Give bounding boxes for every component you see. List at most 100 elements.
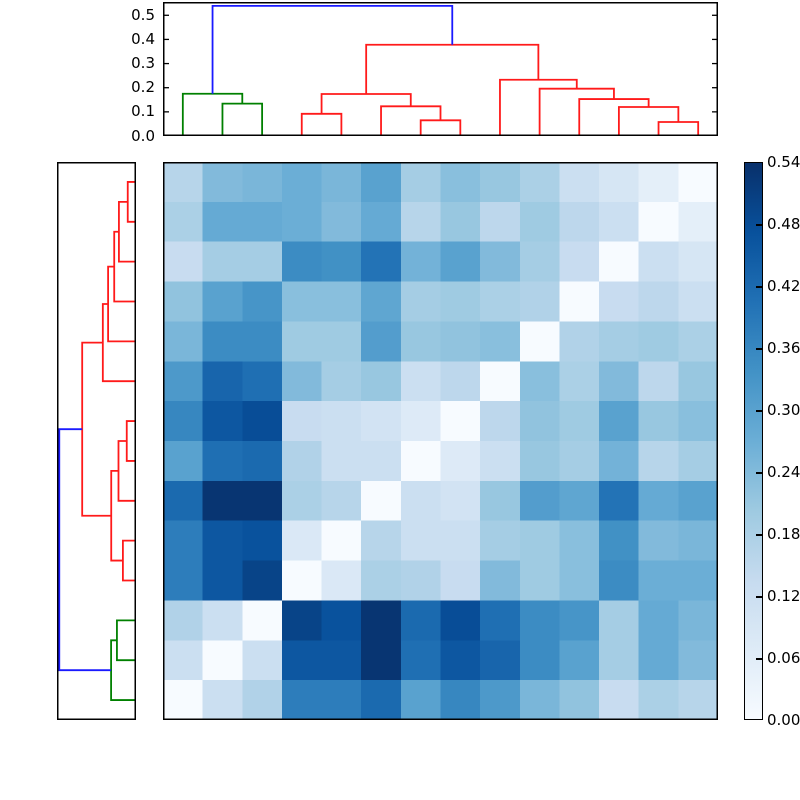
colorbar-tick-label: 0.36 [767,338,800,357]
colorbar-tick-label: 0.30 [767,400,800,419]
heatmap-cell [163,401,203,442]
heatmap-cell [678,441,718,482]
heatmap-cell [400,401,441,442]
heatmap-cell [242,201,283,243]
heatmap-cell [480,640,521,681]
heatmap-cell [242,162,283,203]
heatmap-cell [400,560,441,601]
heatmap-cell [440,241,481,282]
colorbar-tick-label: 0.06 [767,648,800,667]
heatmap-cell [440,680,481,720]
heatmap-cell [480,560,521,601]
heatmap-cell [599,680,640,720]
heatmap-cell [400,201,441,243]
heatmap-cell [242,600,283,641]
heatmap-cell [242,361,283,402]
colorbar-tick-label: 0.00 [767,710,800,729]
heatmap-cell [678,162,718,203]
heatmap-cell [599,640,640,681]
heatmap-cell [163,520,203,561]
dendrogram-link-red [81,341,112,517]
heatmap-cell [519,640,560,681]
heatmap-cell [321,241,362,282]
heatmap-cell [202,441,243,482]
heatmap-cell [281,600,322,641]
heatmap-cell [638,241,679,282]
heatmap-cell [559,600,600,641]
heatmap-cell [163,680,203,720]
heatmap-cell [202,241,243,282]
heatmap-cell [519,441,560,482]
heatmap-cell [559,162,600,203]
heatmap-cell [281,321,322,362]
heatmap-cell [281,441,322,482]
heatmap-cell [638,560,679,601]
heatmap-cell [638,321,679,362]
heatmap-cell [242,241,283,282]
heatmap-cell [400,480,441,522]
heatmap-cell [678,201,718,243]
heatmap-cell [480,162,521,203]
heatmap-cell [599,241,640,282]
heatmap-cell [559,321,600,362]
heatmap-cell [281,560,322,601]
dendrogram-link-red [107,265,136,343]
heatmap-cell [559,640,600,681]
heatmap-cell [400,321,441,362]
colorbar-tick-label: 0.42 [767,276,800,295]
heatmap-cell [519,201,560,243]
heatmap [163,162,718,720]
heatmap-cell [440,162,481,203]
heatmap-cell [599,201,640,243]
heatmap-cell [202,520,243,561]
heatmap-cell [440,600,481,641]
heatmap-cell [321,201,362,243]
heatmap-cell [321,560,362,601]
heatmap-cell [281,281,322,322]
heatmap-cell [163,361,203,402]
heatmap-cell [519,520,560,561]
heatmap-cell [599,401,640,442]
heatmap-cell [400,640,441,681]
heatmap-cell [321,640,362,681]
heatmap-cell [361,441,402,482]
heatmap-cell [361,321,402,362]
heatmap-cell [202,361,243,402]
heatmap-cell [599,560,640,601]
heatmap-cell [678,281,718,322]
heatmap-cell [440,401,481,442]
heatmap-cell [361,241,402,282]
heatmap-cell [519,281,560,322]
heatmap-cell [638,281,679,322]
heatmap-cell [361,640,402,681]
colorbar-tick-label: 0.48 [767,214,800,233]
heatmap-cell [321,162,362,203]
heatmap-cell [321,281,362,322]
top-dendrogram [163,2,718,136]
heatmap-cell [440,560,481,601]
heatmap-cell [678,361,718,402]
heatmap-cell [361,480,402,522]
heatmap-cell [400,281,441,322]
heatmap-cell [559,520,600,561]
heatmap-cell [480,201,521,243]
heatmap-cell [599,281,640,322]
colorbar-tick-label: 0.24 [767,462,800,481]
heatmap-cell [599,162,640,203]
top-dendrogram-panel [163,2,718,136]
heatmap-cell [242,680,283,720]
heatmap-cell [202,640,243,681]
heatmap-cell [440,321,481,362]
heatmap-cell [281,680,322,720]
heatmap-cell [440,441,481,482]
dendrogram-link-red [320,93,412,114]
heatmap-cell [281,241,322,282]
heatmap-cell [559,680,600,720]
dendrogram-link-red [300,112,343,136]
top-dendrogram-ytick-label: 0.1 [131,102,155,121]
heatmap-cell [519,162,560,203]
heatmap-cell [163,640,203,681]
colorbar-tick-label: 0.18 [767,524,800,543]
heatmap-cell [163,321,203,362]
